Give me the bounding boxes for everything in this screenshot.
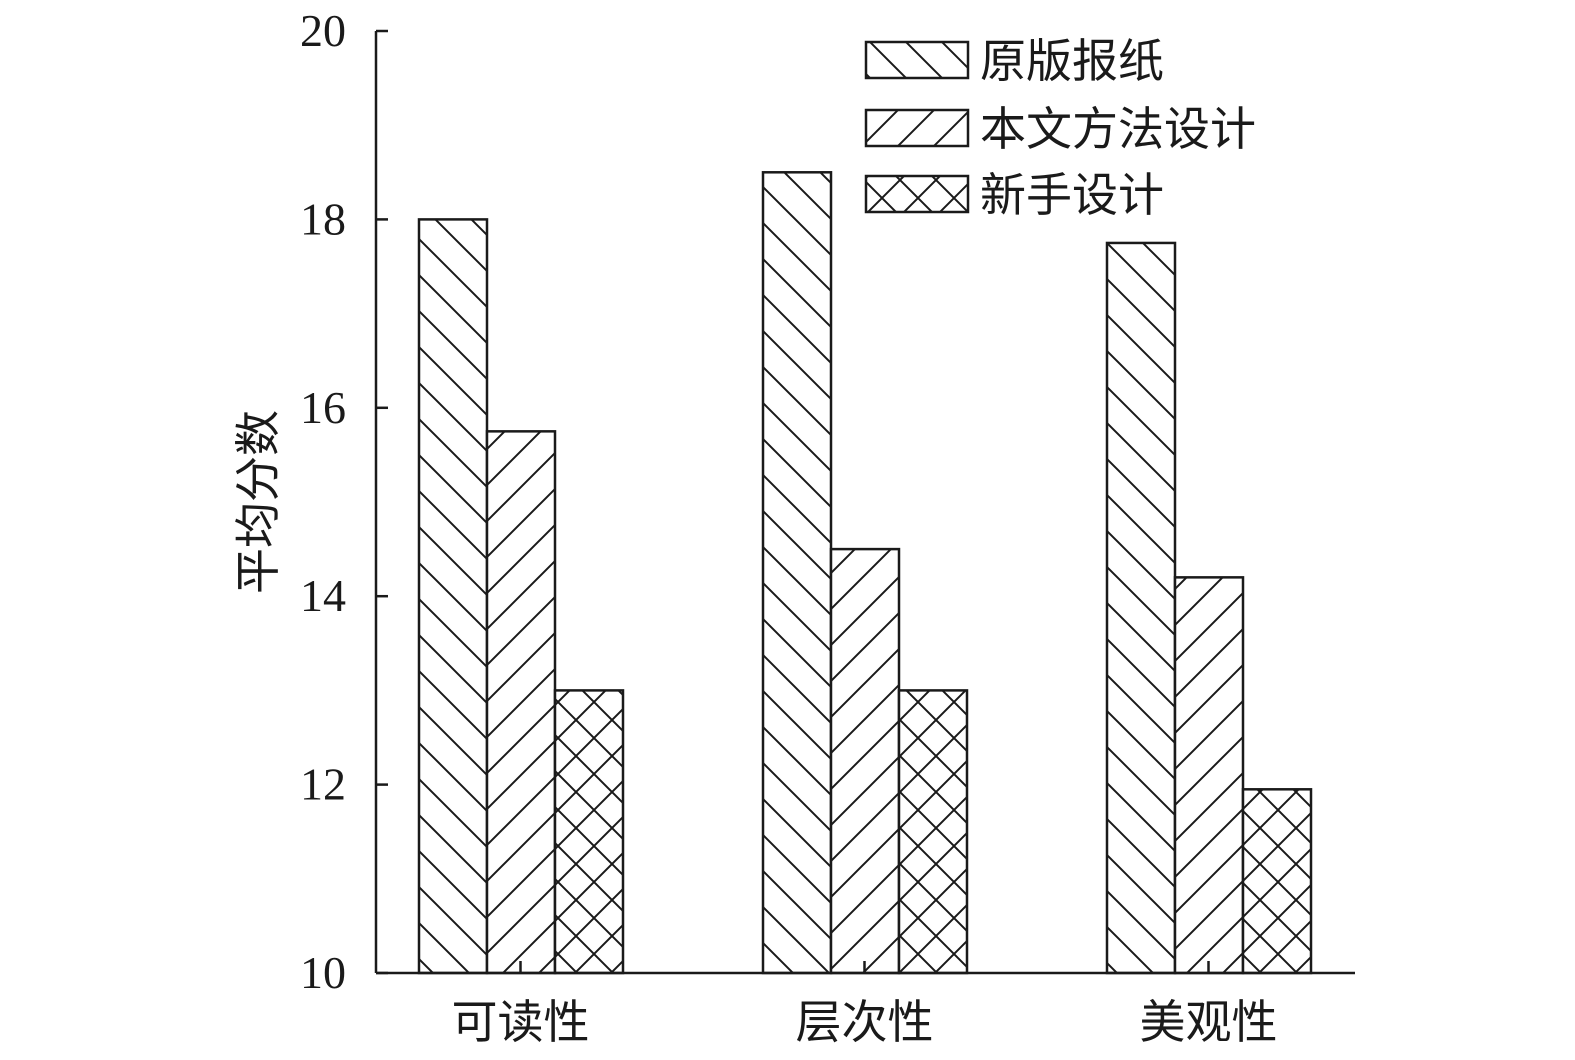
bars-layer [417, 171, 1313, 975]
x-category-label: 美观性 [1140, 995, 1278, 1049]
bar-2-2 [829, 547, 901, 975]
legend-label-3: 新手设计 [980, 168, 1164, 222]
bar-2-3 [1173, 576, 1245, 975]
bar-3-2 [897, 689, 969, 975]
legend-swatch-1 [864, 40, 970, 80]
legend-label-1: 原版报纸 [980, 34, 1164, 88]
y-axis-title: 平均分数 [231, 410, 285, 594]
bar-3-1 [553, 689, 625, 975]
y-tick-label: 18 [300, 193, 346, 244]
legend-swatch-2 [864, 108, 970, 148]
y-tick-label: 20 [300, 5, 346, 56]
bar-1-1 [417, 218, 489, 975]
y-tick-label: 16 [300, 382, 346, 433]
y-axis-ticks: 10 12 14 16 18 20 [300, 5, 388, 998]
x-category-label: 层次性 [796, 995, 934, 1049]
y-tick-label: 10 [300, 947, 346, 998]
y-tick-label: 14 [300, 570, 346, 621]
legend-swatch-3 [864, 174, 970, 214]
y-tick-label: 12 [300, 759, 346, 810]
bar-1-2 [761, 171, 833, 975]
x-axis-ticks: 可读性 层次性 美观性 [452, 961, 1278, 1049]
legend-label-2: 本文方法设计 [980, 102, 1256, 156]
x-category-label: 可读性 [452, 995, 590, 1049]
bar-2-1 [485, 430, 557, 975]
bar-3-3 [1241, 788, 1313, 975]
bar-1-3 [1105, 241, 1177, 975]
